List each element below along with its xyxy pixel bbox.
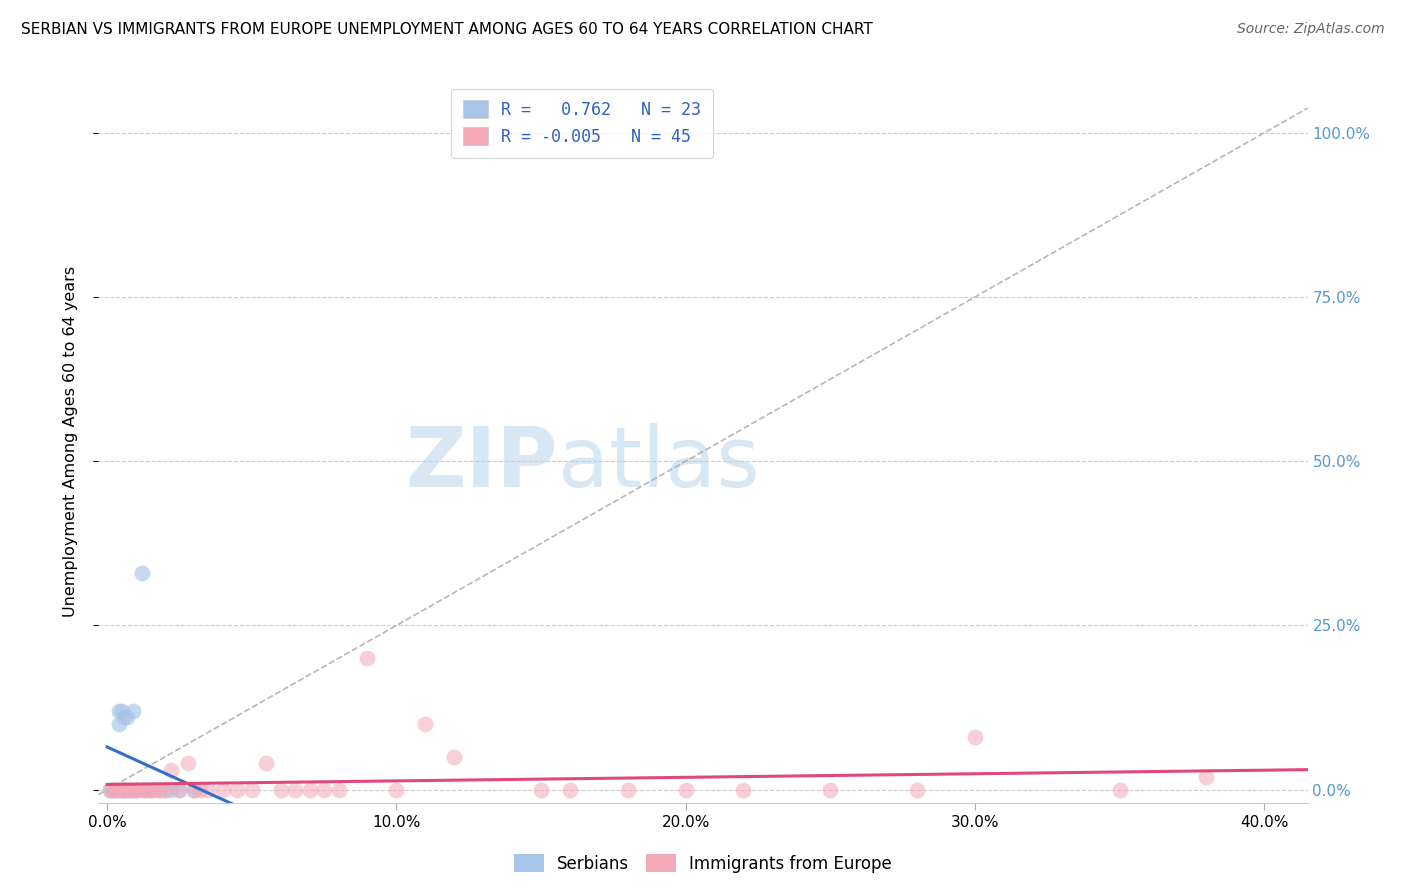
Point	[240, 782, 263, 797]
Point	[104, 782, 127, 797]
Point	[905, 782, 928, 797]
Point	[125, 782, 148, 797]
Point	[183, 782, 205, 797]
Point	[211, 782, 233, 797]
Point	[1195, 770, 1218, 784]
Point	[120, 782, 142, 797]
Point	[122, 704, 145, 718]
Point	[159, 782, 181, 797]
Legend: Serbians, Immigrants from Europe: Serbians, Immigrants from Europe	[508, 847, 898, 880]
Point	[385, 782, 408, 797]
Point	[413, 717, 436, 731]
Point	[558, 782, 581, 797]
Point	[820, 782, 842, 797]
Point	[134, 782, 156, 797]
Point	[114, 782, 136, 797]
Point	[963, 730, 986, 744]
Point	[120, 782, 142, 797]
Point	[104, 782, 127, 797]
Point	[98, 782, 121, 797]
Point	[110, 782, 132, 797]
Point	[125, 782, 148, 797]
Point	[169, 782, 191, 797]
Point	[153, 782, 176, 797]
Point	[197, 782, 219, 797]
Point	[159, 763, 181, 777]
Point	[110, 704, 132, 718]
Point	[356, 651, 378, 665]
Point	[134, 782, 156, 797]
Point	[733, 782, 755, 797]
Point	[107, 782, 129, 797]
Point	[142, 782, 165, 797]
Point	[117, 782, 139, 797]
Point	[107, 704, 129, 718]
Point	[298, 782, 321, 797]
Point	[183, 782, 205, 797]
Point	[148, 782, 170, 797]
Text: ZIP: ZIP	[405, 423, 558, 504]
Point	[117, 710, 139, 724]
Legend: R =   0.762   N = 23, R = -0.005   N = 45: R = 0.762 N = 23, R = -0.005 N = 45	[451, 88, 713, 158]
Point	[107, 717, 129, 731]
Point	[117, 782, 139, 797]
Point	[114, 710, 136, 724]
Point	[131, 566, 153, 580]
Point	[617, 782, 640, 797]
Point	[1108, 782, 1130, 797]
Text: Source: ZipAtlas.com: Source: ZipAtlas.com	[1237, 22, 1385, 37]
Point	[169, 782, 191, 797]
Point	[312, 782, 335, 797]
Point	[110, 782, 132, 797]
Point	[188, 782, 211, 797]
Text: atlas: atlas	[558, 423, 759, 504]
Point	[443, 749, 465, 764]
Point	[98, 782, 121, 797]
Point	[254, 756, 277, 771]
Point	[131, 782, 153, 797]
Y-axis label: Unemployment Among Ages 60 to 64 years: Unemployment Among Ages 60 to 64 years	[63, 266, 77, 617]
Point	[125, 782, 148, 797]
Point	[284, 782, 307, 797]
Text: SERBIAN VS IMMIGRANTS FROM EUROPE UNEMPLOYMENT AMONG AGES 60 TO 64 YEARS CORRELA: SERBIAN VS IMMIGRANTS FROM EUROPE UNEMPL…	[21, 22, 873, 37]
Point	[153, 782, 176, 797]
Point	[148, 782, 170, 797]
Point	[139, 782, 162, 797]
Point	[114, 782, 136, 797]
Point	[101, 782, 124, 797]
Point	[270, 782, 292, 797]
Point	[101, 782, 124, 797]
Point	[139, 782, 162, 797]
Point	[122, 782, 145, 797]
Point	[530, 782, 553, 797]
Point	[226, 782, 249, 797]
Point	[675, 782, 697, 797]
Point	[328, 782, 350, 797]
Point	[177, 756, 200, 771]
